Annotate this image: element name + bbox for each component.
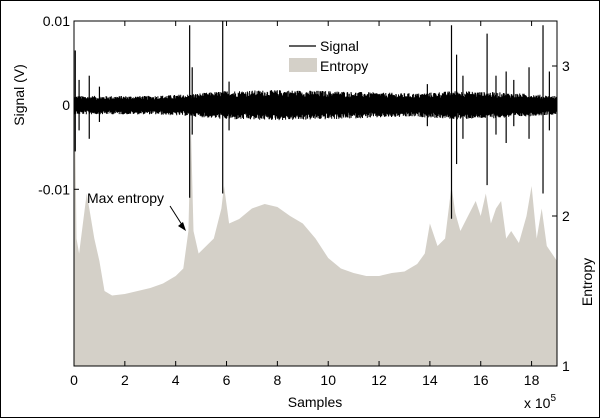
x-tick-label: 16 (473, 372, 489, 388)
entropy-area (74, 28, 557, 366)
y-axis-right-label: Entropy (579, 258, 595, 306)
x-tick-label: 4 (172, 372, 180, 388)
x-axis-label: Samples (288, 394, 342, 410)
x-tick-label: 12 (371, 372, 387, 388)
x-tick-label: 2 (121, 372, 129, 388)
x-axis-multiplier-base: x 10 (524, 395, 551, 411)
max-entropy-annotation: Max entropy (87, 190, 186, 231)
x-tick-label: 10 (320, 372, 336, 388)
y-left-tick-label: 0 (62, 97, 70, 113)
legend-entropy-swatch (289, 58, 317, 72)
y-right-tick-label: 2 (562, 208, 570, 224)
x-tick-label: 18 (524, 372, 540, 388)
x-tick-label: 6 (223, 372, 231, 388)
annotation-text: Max entropy (87, 190, 164, 206)
legend-entropy-label: Entropy (320, 58, 368, 74)
legend-signal-label: Signal (320, 38, 359, 54)
y-left-tick-label: -0.01 (38, 181, 70, 197)
x-tick-label: 14 (422, 372, 438, 388)
y-right-tick-label: 1 (562, 358, 570, 374)
x-axis-multiplier-exponent: 5 (550, 393, 556, 404)
y-right-tick-label: 3 (562, 58, 570, 74)
signal-trace (74, 90, 557, 121)
x-tick-label: 8 (273, 372, 281, 388)
x-axis-multiplier: x 105 (524, 393, 556, 411)
y-axis-left-label: Signal (V) (11, 64, 27, 125)
x-tick-label: 0 (70, 372, 78, 388)
plot-area-border (73, 20, 558, 367)
y-left-tick-label: 0.01 (43, 13, 70, 29)
legend: Signal Entropy (289, 38, 368, 74)
annotation-arrowhead (178, 222, 186, 231)
